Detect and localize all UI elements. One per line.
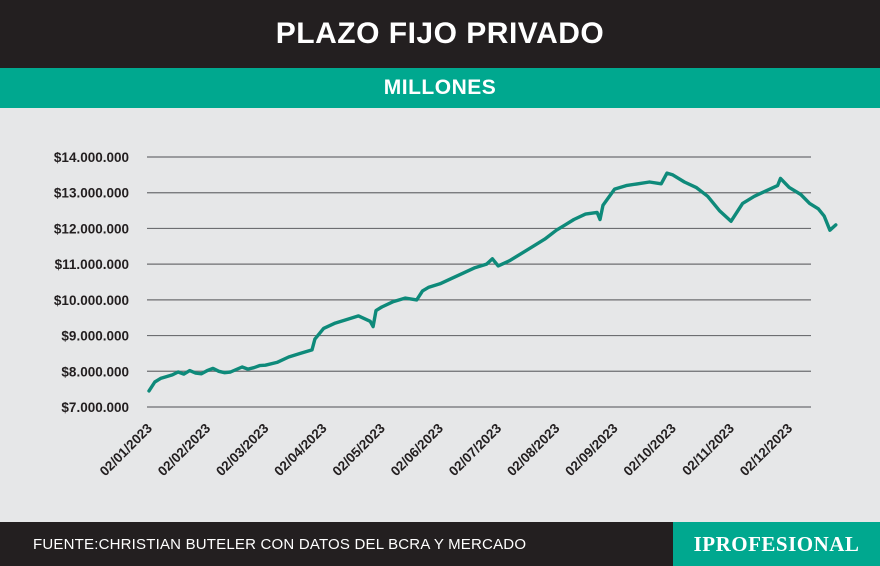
x-tick-label: 02/08/2023 [504, 420, 563, 479]
chart-area: $7.000.000 $8.000.000 $9.000.000 $10.000.00… [0, 108, 880, 522]
x-tick-label: 02/06/2023 [388, 420, 447, 479]
y-tick-label: $9.000.000 [61, 329, 129, 344]
y-axis-ticks: $7.000.000 $8.000.000 $9.000.000 $10.000.00… [54, 150, 129, 415]
x-tick-label: 02/02/2023 [155, 420, 214, 479]
line-chart: $7.000.000 $8.000.000 $9.000.000 $10.000.00… [54, 150, 838, 479]
y-tick-label: $7.000.000 [61, 400, 129, 415]
chart-subheader: MILLONES [0, 68, 880, 108]
x-tick-label: 02/01/2023 [97, 420, 156, 479]
y-tick-label: $8.000.000 [61, 364, 129, 379]
y-tick-label: $10.000.000 [54, 293, 129, 308]
source-note: FUENTE:CHRISTIAN BUTELER CON DATOS DEL B… [33, 535, 527, 553]
x-tick-label: 02/09/2023 [562, 420, 621, 479]
x-tick-label: 02/03/2023 [213, 420, 272, 479]
x-tick-label: 02/04/2023 [271, 420, 330, 479]
chart-header: PLAZO FIJO PRIVADO [0, 0, 880, 68]
brand-logo: IPROFESIONAL [673, 522, 880, 566]
series-line [147, 171, 838, 393]
y-tick-label: $12.000.000 [54, 221, 129, 236]
x-tick-label: 02/05/2023 [330, 420, 389, 479]
x-tick-label: 02/10/2023 [621, 420, 680, 479]
y-tick-label: $14.000.000 [54, 150, 129, 165]
chart-subtitle: MILLONES [383, 76, 497, 99]
chart-title: PLAZO FIJO PRIVADO [275, 17, 605, 50]
y-tick-label: $11.000.000 [55, 257, 129, 272]
footer: FUENTE:CHRISTIAN BUTELER CON DATOS DEL B… [0, 522, 880, 566]
x-tick-label: 02/11/2023 [679, 420, 737, 478]
x-axis-ticks: 02/01/2023 02/02/2023 02/03/2023 02/04/2023… [97, 420, 796, 479]
x-tick-label: 02/12/2023 [737, 420, 796, 479]
grid-lines [147, 156, 811, 408]
series-layer [147, 171, 838, 393]
y-tick-label: $13.000.000 [54, 186, 129, 201]
x-tick-label: 02/07/2023 [446, 420, 505, 479]
